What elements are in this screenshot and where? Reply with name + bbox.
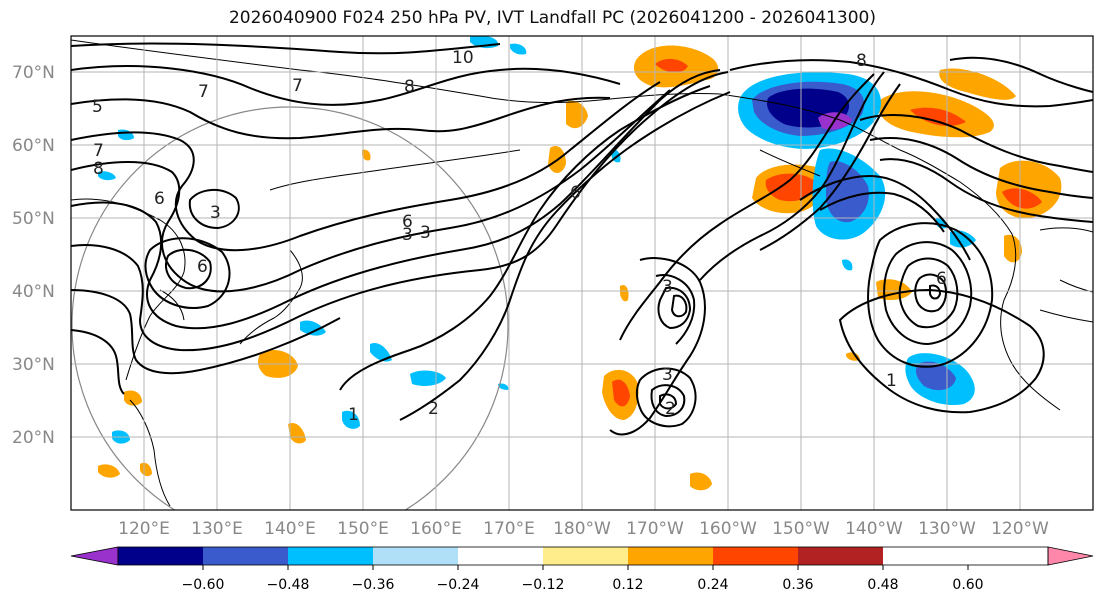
colorbar-outline xyxy=(117,546,1049,566)
colorbar-segment xyxy=(118,547,203,565)
contour-label: 7 xyxy=(292,76,303,96)
colorbar-segment xyxy=(373,547,458,565)
contour-label: 10 xyxy=(452,48,474,68)
contour-label: 3 xyxy=(662,365,673,385)
lat-label: 20°N xyxy=(12,428,55,448)
colorbar-segment xyxy=(628,547,713,565)
colorbar-tick-label: −0.24 xyxy=(437,577,480,593)
colorbar-tick-label: −0.12 xyxy=(522,577,565,593)
contour-label: 6 xyxy=(154,189,165,209)
contour-label: 3 xyxy=(402,225,413,245)
contour-label: 8 xyxy=(93,159,104,179)
contour-label: 2 xyxy=(665,399,676,419)
longitude-labels: 120°E 130°E 140°E 150°E 160°E 170°E 180°… xyxy=(118,519,1049,539)
lon-label: 140°E xyxy=(264,519,316,539)
colorbar-tick-label: −0.48 xyxy=(267,577,310,593)
contour-label: 6 xyxy=(936,269,947,289)
lon-label: 130°E xyxy=(191,519,243,539)
pv-contours xyxy=(71,42,1093,436)
lat-label: 30°N xyxy=(12,355,55,375)
lat-label: 50°N xyxy=(12,209,55,229)
contour-label: 8 xyxy=(404,77,415,97)
lat-label: 70°N xyxy=(12,63,55,83)
lon-label: 120°W xyxy=(991,519,1049,539)
colorbar-tick-label: 0.36 xyxy=(782,577,813,593)
lon-label: 130°W xyxy=(918,519,976,539)
lon-label: 170°E xyxy=(483,519,535,539)
contour-label: 1 xyxy=(348,405,359,425)
contour-label: 7 xyxy=(198,82,209,102)
colorbar-segment xyxy=(798,547,883,565)
lon-label: 150°E xyxy=(337,519,389,539)
contour-label: 7 xyxy=(93,141,104,161)
lat-label: 40°N xyxy=(12,282,55,302)
lon-label: 170°W xyxy=(626,519,684,539)
colorbar-segment xyxy=(713,547,798,565)
contour-label: 3 xyxy=(662,277,673,297)
colorbar: −0.60 −0.48 −0.36 −0.24 −0.12 0.12 0.24 … xyxy=(70,546,1094,593)
contour-label: 3 xyxy=(420,223,431,243)
colorbar-tick-label: 0.24 xyxy=(697,577,728,593)
colorbar-tick-labels: −0.60 −0.48 −0.36 −0.24 −0.12 0.12 0.24 … xyxy=(182,577,984,593)
contour-label: 8 xyxy=(856,51,867,71)
lon-label: 160°E xyxy=(410,519,462,539)
map-title: 2026040900 F024 250 hPa PV, IVT Landfall… xyxy=(228,8,876,28)
contour-label: 6 xyxy=(402,212,413,232)
lon-label: 120°E xyxy=(118,519,170,539)
colorbar-segment xyxy=(203,547,288,565)
contour-label: 2 xyxy=(428,399,439,419)
map-frame xyxy=(70,35,1094,511)
colorbar-segment xyxy=(458,547,543,565)
colorbar-extend-high xyxy=(1047,546,1094,566)
contour-label: 6 xyxy=(570,183,581,203)
colorbar-segment xyxy=(543,547,628,565)
colorbar-tick-label: 0.12 xyxy=(612,577,643,593)
lat-label: 60°N xyxy=(12,136,55,156)
lon-label: 140°W xyxy=(845,519,903,539)
contour-label: 6 xyxy=(197,257,208,277)
lon-label: 150°W xyxy=(772,519,830,539)
colorbar-tick-label: −0.36 xyxy=(352,577,395,593)
colorbar-ticks xyxy=(202,565,969,570)
colorbar-segment xyxy=(288,547,373,565)
colorbar-tick-label: 0.48 xyxy=(867,577,898,593)
colorbar-extend-low xyxy=(70,546,119,566)
contour-labels: 10 8 7 7 5 7 8 3 6 3 6 3 2 3 3 2 1 6 6 1… xyxy=(92,48,947,425)
latitude-labels: 70°N 60°N 50°N 40°N 30°N 20°N xyxy=(12,63,55,448)
contour-label: 5 xyxy=(92,97,103,117)
colorbar-tick-label: 0.60 xyxy=(952,577,983,593)
contour-label: 3 xyxy=(210,203,221,223)
colorbar-tick-label: −0.60 xyxy=(182,577,225,593)
contour-label: 1 xyxy=(886,371,897,391)
lon-label: 160°W xyxy=(699,519,757,539)
lon-label: 180°W xyxy=(553,519,611,539)
